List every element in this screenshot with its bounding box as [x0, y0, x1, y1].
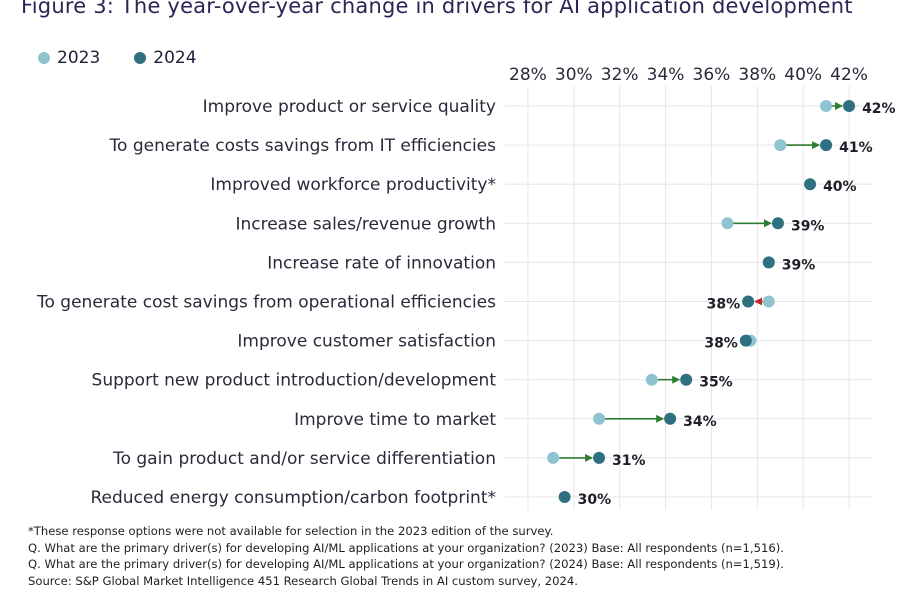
value-label: 38%	[707, 297, 741, 313]
point-2023	[774, 139, 787, 152]
footnotes: *These response options were not availab…	[28, 523, 784, 589]
x-tick-label: 36%	[693, 65, 731, 85]
point-2023	[645, 373, 658, 386]
footnote-line: Q. What are the primary driver(s) for de…	[28, 540, 784, 555]
x-tick-label: 42%	[830, 65, 868, 85]
category-label: Reduced energy consumption/carbon footpr…	[90, 488, 496, 508]
x-tick-label: 28%	[509, 65, 547, 85]
point-2023	[820, 100, 833, 112]
dumbbell-chart: 28% 30% 32% 34% 36% 38% 40% 42% Improve product …	[36, 65, 896, 510]
point-2023	[762, 295, 775, 308]
legend-label-2024: 2024	[153, 48, 197, 68]
x-tick-label: 38%	[738, 65, 776, 85]
value-label: 30%	[578, 492, 612, 508]
value-label: 41%	[839, 140, 873, 156]
category-label: To gain product and/or service different…	[112, 449, 496, 469]
point-2024	[558, 491, 571, 503]
point-2024	[820, 139, 833, 152]
point-2023	[547, 451, 560, 464]
value-label: 39%	[791, 218, 825, 234]
category-label: Increase sales/revenue growth	[235, 214, 496, 234]
legend-swatch-2024	[134, 52, 147, 64]
category-label: To generate costs savings from IT effici…	[109, 136, 497, 156]
category-label: To generate cost savings from operationa…	[36, 293, 496, 313]
legend-swatch-2023	[38, 52, 50, 64]
point-2024	[664, 412, 677, 425]
category-label: Increase rate of innovation	[267, 253, 496, 273]
value-label: 39%	[782, 257, 816, 273]
category-label: Improved workforce productivity*	[210, 175, 496, 195]
point-2023	[593, 412, 606, 425]
x-tick-label: 32%	[601, 65, 639, 85]
legend: 2023 2024	[38, 48, 197, 68]
legend-item-2023: 2023	[38, 48, 100, 68]
legend-label-2023: 2023	[57, 48, 101, 68]
point-2024	[771, 217, 784, 230]
value-label: 38%	[704, 336, 738, 352]
x-tick-label: 40%	[784, 65, 822, 85]
x-tick-label: 30%	[555, 65, 593, 85]
value-label: 42%	[862, 101, 896, 117]
category-label: Improve customer satisfaction	[237, 332, 496, 352]
value-label: 40%	[823, 179, 857, 195]
chart-title: Figure 3: The year-over-year change in d…	[21, 0, 853, 18]
category-label: Improve product or service quality	[203, 97, 496, 117]
category-label: Improve time to market	[294, 410, 496, 430]
category-label: Support new product introduction/develop…	[92, 371, 497, 391]
footnote-line: Source: S&P Global Market Intelligence 4…	[28, 573, 578, 588]
value-label: 31%	[612, 453, 646, 469]
x-tick-label: 34%	[647, 65, 685, 85]
legend-item-2024: 2024	[134, 48, 197, 68]
point-2024	[762, 256, 775, 269]
value-label: 35%	[699, 375, 733, 391]
point-2024	[680, 373, 693, 386]
point-2024	[739, 334, 752, 347]
point-2023	[721, 217, 734, 230]
footnote-line: Q. What are the primary driver(s) for de…	[28, 557, 784, 571]
value-label: 34%	[683, 414, 717, 430]
point-2024	[593, 451, 606, 464]
point-2024	[843, 100, 856, 112]
point-2024	[742, 295, 755, 308]
point-2024	[804, 178, 817, 191]
footnote-line: *These response options were not availab…	[28, 524, 554, 538]
